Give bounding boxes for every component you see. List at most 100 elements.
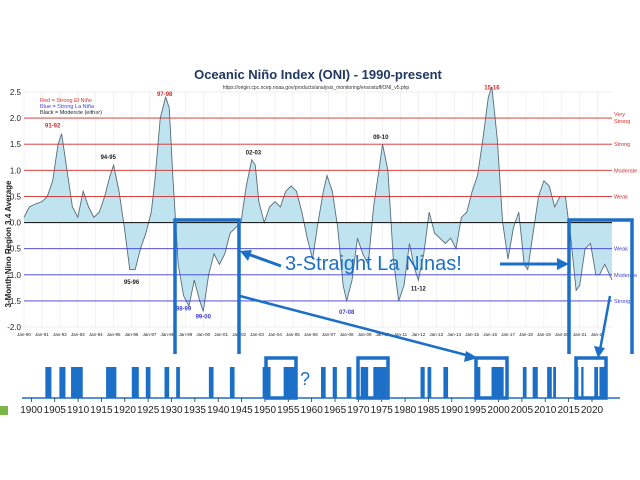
la-nina-bar	[420, 367, 425, 398]
y-tick-label: 1.5	[10, 140, 22, 149]
y-tick-label: -1.0	[7, 271, 21, 280]
x-tick-label: Jan-05	[286, 332, 300, 337]
x-tick-label: Jan-22	[591, 332, 605, 337]
year-label: 1995	[464, 405, 487, 416]
y-tick-label: 1.0	[10, 166, 22, 175]
la-nina-bar	[131, 367, 139, 398]
x-tick-label: Jan-95	[107, 332, 121, 337]
x-tick-label: Jan-96	[125, 332, 139, 337]
event-label: 11-12	[411, 286, 427, 292]
year-label: 2020	[581, 405, 604, 416]
la-nina-bar	[522, 367, 527, 398]
x-tick-label: Jan-06	[304, 332, 318, 337]
y-tick-label: -0.5	[7, 245, 21, 254]
la-nina-bar	[547, 367, 552, 398]
event-label: 95-96	[124, 280, 140, 286]
x-tick-label: Jan-18	[519, 332, 533, 337]
threshold-label: Moderate	[614, 273, 637, 279]
la-nina-bar	[576, 367, 579, 398]
year-label: 1990	[441, 405, 464, 416]
x-tick-label: Jan-13	[429, 332, 443, 337]
x-tick-label: Jan-91	[35, 332, 49, 337]
la-nina-bar	[145, 367, 151, 398]
la-nina-bars	[45, 367, 606, 398]
la-nina-bar	[373, 367, 387, 398]
year-label: 1940	[207, 405, 230, 416]
x-tick-label: Jan-19	[537, 332, 551, 337]
la-nina-bar	[71, 367, 83, 398]
x-tick-label: Jan-09	[358, 332, 372, 337]
la-nina-bar	[45, 367, 52, 398]
x-tick-label: Jan-99	[178, 332, 192, 337]
x-tick-label: Jan-01	[214, 332, 228, 337]
la-nina-bar	[262, 367, 271, 398]
year-label: 1935	[184, 405, 207, 416]
la-nina-bar	[443, 367, 449, 398]
year-label: 1915	[90, 405, 113, 416]
event-label: 07-08	[339, 310, 355, 316]
year-label: 2010	[534, 405, 557, 416]
year-label: 1930	[160, 405, 183, 416]
question-mark: ?	[300, 369, 310, 389]
year-ticks: 1900 1905 1910 1915 1920 1925 1930 1935 1940 1945…	[20, 398, 604, 416]
x-tick-label: Jan-92	[53, 332, 67, 337]
year-label: 1975	[371, 405, 394, 416]
timeline-highlight-2000	[474, 356, 509, 400]
la-nina-bar	[332, 367, 337, 398]
x-tick-label: Jan-04	[268, 332, 282, 337]
la-nina-bar	[176, 367, 180, 398]
y-tick-label: 2.5	[10, 88, 22, 97]
y-axis-label: 3-Month Nino Region 3.4 Average	[4, 180, 13, 308]
la-nina-bar	[427, 367, 432, 398]
threshold-label: Weak	[614, 194, 628, 200]
year-label: 1965	[324, 405, 347, 416]
x-tick-label: Jan-15	[465, 332, 479, 337]
y-tick-label: 2.0	[10, 114, 22, 123]
y-tick-label: 0.5	[10, 192, 22, 201]
la-nina-bar	[360, 367, 369, 398]
x-tick-label: Jan-17	[501, 332, 515, 337]
year-label: 1970	[347, 405, 370, 416]
year-label: 1910	[67, 405, 90, 416]
la-nina-bar	[532, 367, 538, 398]
year-label: 1900	[20, 405, 43, 416]
year-label: 2005	[511, 405, 534, 416]
threshold-label: Weak	[614, 247, 628, 253]
year-label: 1985	[417, 405, 440, 416]
event-label: 99-00	[196, 315, 212, 321]
oni-chart: Oceanic Niño Index (ONI) - 1990-present …	[0, 62, 640, 360]
event-label: 98-99	[176, 306, 192, 312]
la-nina-bar	[553, 367, 556, 398]
chart-subtitle: https://origin.cpc.ncep.noaa.gov/product…	[223, 85, 410, 91]
event-labels-layer: 91-92 97-98 94-95 95-96 98-99 99-00 02-03 07-08…	[45, 85, 500, 320]
event-label: 15-16	[484, 85, 500, 91]
la-nina-bar	[321, 367, 326, 398]
event-label: 02-03	[246, 151, 262, 157]
event-label: 94-95	[101, 155, 117, 161]
timeline-highlight-2020	[574, 356, 608, 400]
la-nina-bar	[476, 367, 481, 398]
la-nina-bar	[59, 367, 66, 398]
threshold-label: Moderate	[614, 168, 637, 174]
threshold-label: Strong	[614, 119, 630, 125]
x-tick-label: Jan-12	[412, 332, 426, 337]
x-tick-label: Jan-90	[17, 332, 31, 337]
timeline-highlight-1950s	[264, 356, 298, 400]
x-tick-label: Jan-00	[196, 332, 210, 337]
la-nina-bar	[599, 367, 606, 398]
year-label: 1960	[301, 405, 324, 416]
green-marker	[0, 406, 8, 415]
year-label: 1950	[254, 405, 277, 416]
year-label: 1925	[137, 405, 160, 416]
threshold-label: Very	[614, 112, 625, 118]
legend-black: Black = Moderate (either)	[40, 110, 102, 116]
la-nina-bar	[283, 367, 297, 398]
year-label: 1945	[230, 405, 253, 416]
x-tick-label: Jan-07	[322, 332, 336, 337]
la-nina-bar	[229, 367, 235, 398]
y-ticks-layer: 2.5 2.0 1.5 1.0 0.5 0.0 -0.5 -1.0 -1.5 -2.0	[7, 88, 21, 332]
year-label: 1980	[394, 405, 417, 416]
year-label: 2000	[487, 405, 510, 416]
x-tick-label: Jan-21	[573, 332, 587, 337]
la-nina-bar	[581, 367, 584, 398]
